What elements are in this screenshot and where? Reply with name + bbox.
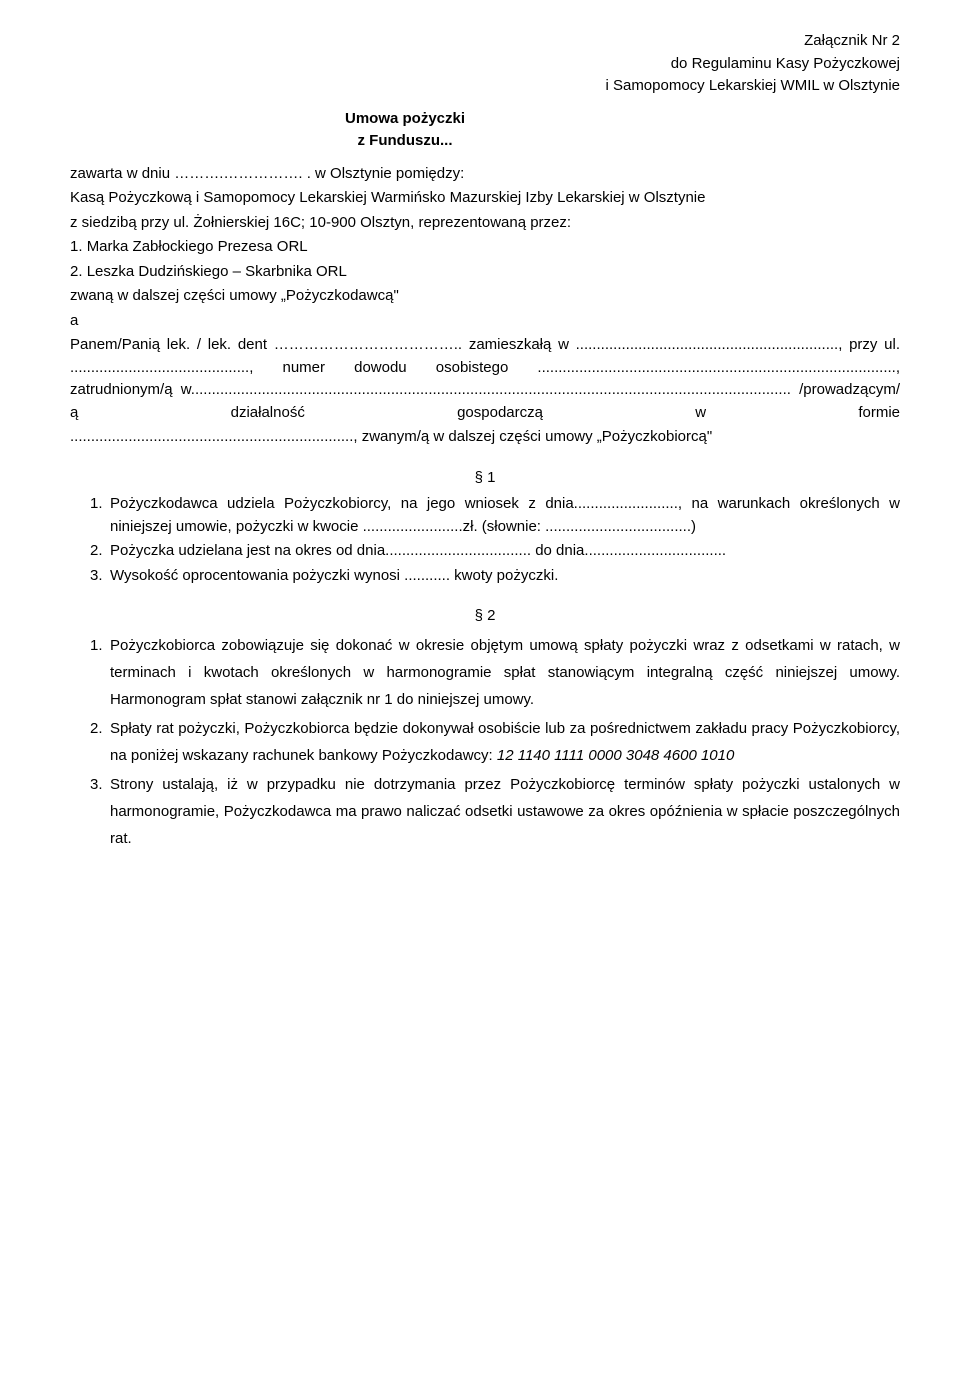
header-line1: Załącznik Nr 2 — [70, 30, 900, 53]
section-2-list: 1. Pożyczkobiorca zobowiązuje się dokona… — [70, 632, 900, 852]
s2-text-2: Spłaty rat pożyczki, Pożyczkobiorca będz… — [110, 715, 900, 769]
s2-text-1: Pożyczkobiorca zobowiązuje się dokonać w… — [110, 632, 900, 713]
intro-line1: zawarta w dniu ……….……………. . w Olsztynie … — [70, 163, 900, 186]
section-1-heading: § 1 — [70, 467, 900, 490]
section-2-heading: § 2 — [70, 605, 900, 628]
s1-num-2: 2. — [90, 540, 110, 563]
intro-line3: z siedzibą przy ul. Żołnierskiej 16C; 10… — [70, 212, 900, 235]
s1-text-3: Wysokość oprocentowania pożyczki wynosi … — [110, 565, 900, 588]
s1-text-1: Pożyczkodawca udziela Pożyczkobiorcy, na… — [110, 493, 900, 538]
s2-item-3: 3. Strony ustalają, iż w przypadku nie d… — [90, 771, 900, 852]
intro-line7: ........................................… — [70, 426, 900, 449]
rep-item-2: 2. Leszka Dudzińskiego – Skarbnika ORL — [70, 263, 347, 280]
s1-item-3: 3. Wysokość oprocentowania pożyczki wyno… — [90, 565, 900, 588]
header-attachment: Załącznik Nr 2 do Regulaminu Kasy Pożycz… — [70, 30, 900, 98]
rep-item-1: 1. Marka Zabłockiego Prezesa ORL — [70, 238, 308, 255]
s2-item-2: 2. Spłaty rat pożyczki, Pożyczkobiorca b… — [90, 715, 900, 769]
intro-line6: Panem/Panią lek. / lek. dent ……………………………… — [70, 334, 900, 424]
s2-num-1: 1. — [90, 632, 110, 713]
s2-num-3: 3. — [90, 771, 110, 852]
section-1-list: 1. Pożyczkodawca udziela Pożyczkobiorcy,… — [70, 493, 900, 587]
header-line3: i Samopomocy Lekarskiej WMIL w Olsztynie — [70, 75, 900, 98]
s1-item-2: 2. Pożyczka udzielana jest na okres od d… — [90, 540, 900, 563]
title-line2: z Funduszu... — [160, 130, 650, 153]
intro-block: zawarta w dniu ……….……………. . w Olsztynie … — [70, 163, 900, 449]
intro-line5: a — [70, 310, 900, 333]
intro-line4: zwaną w dalszej części umowy „Pożyczkoda… — [70, 285, 900, 308]
document-title: Umowa pożyczki z Funduszu... — [160, 108, 650, 153]
s2-num-2: 2. — [90, 715, 110, 769]
s1-num-3: 3. — [90, 565, 110, 588]
s1-item-1: 1. Pożyczkodawca udziela Pożyczkobiorcy,… — [90, 493, 900, 538]
header-line2: do Regulaminu Kasy Pożyczkowej — [70, 53, 900, 76]
s2-item-1: 1. Pożyczkobiorca zobowiązuje się dokona… — [90, 632, 900, 713]
title-line1: Umowa pożyczki — [160, 108, 650, 131]
s1-text-2: Pożyczka udzielana jest na okres od dnia… — [110, 540, 900, 563]
s2-text-3: Strony ustalają, iż w przypadku nie dotr… — [110, 771, 900, 852]
intro-rep-list: 1. Marka Zabłockiego Prezesa ORL 2. Lesz… — [70, 236, 900, 283]
account-number: 12 1140 1111 0000 3048 4600 1010 — [497, 747, 734, 764]
intro-line2: Kasą Pożyczkową i Samopomocy Lekarskiej … — [70, 187, 900, 210]
s1-num-1: 1. — [90, 493, 110, 538]
